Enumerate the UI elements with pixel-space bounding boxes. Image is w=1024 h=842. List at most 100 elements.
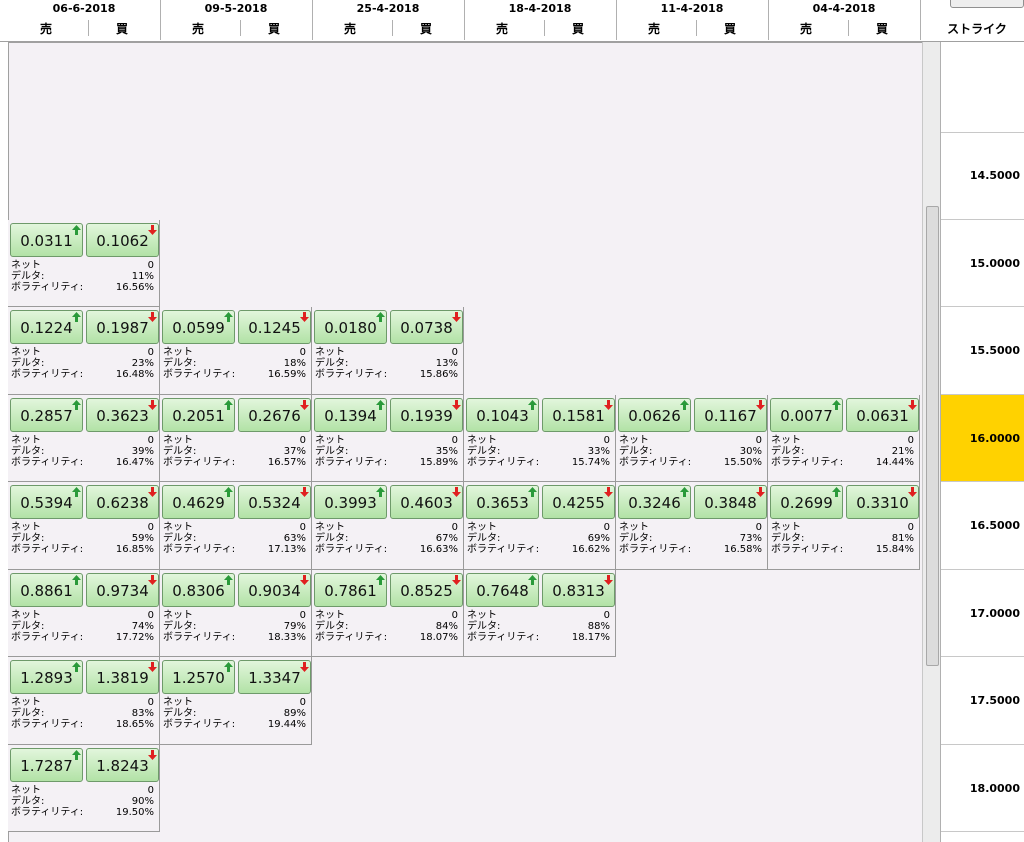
up-arrow — [224, 662, 233, 672]
column-divider — [312, 0, 313, 40]
sell-price: 0.2699 — [780, 494, 833, 512]
buy-price-button[interactable]: 0.1939 — [390, 397, 463, 432]
buy-price-button[interactable]: 1.8243 — [86, 747, 159, 782]
vol-label: ボラティリティ: — [163, 544, 236, 555]
sell-price-button[interactable]: 0.2051 — [162, 397, 235, 432]
delta-value: 39% — [131, 445, 154, 457]
sell-price-button[interactable]: 0.1394 — [314, 397, 387, 432]
sell-header: 売 — [191, 22, 204, 36]
header-divider — [848, 20, 849, 36]
sell-price-button[interactable]: 0.7648 — [466, 572, 539, 607]
sell-price-button[interactable]: 0.2699 — [770, 485, 843, 519]
sell-header: 売 — [39, 22, 52, 36]
sell-price-button[interactable]: 0.8306 — [162, 572, 235, 607]
column-divider — [920, 0, 921, 40]
buy-price: 0.1581 — [552, 406, 605, 425]
buy-price-button[interactable]: 0.1167 — [694, 397, 767, 432]
buy-price-button[interactable]: 1.3347 — [238, 660, 311, 694]
strike-price: 16.0000 — [941, 394, 1024, 482]
down-arrow — [756, 399, 765, 410]
sell-price-button[interactable]: 0.0311 — [10, 222, 83, 257]
buy-price-button[interactable]: 0.1062 — [86, 222, 159, 257]
up-arrow — [376, 312, 385, 322]
up-arrow — [224, 487, 233, 497]
buy-price: 0.9034 — [248, 581, 301, 600]
buy-price-button[interactable]: 0.8525 — [390, 572, 463, 607]
sell-price-button[interactable]: 1.7287 — [10, 747, 83, 782]
vol-value: 16.47% — [115, 456, 154, 468]
sell-price-button[interactable]: 0.0626 — [618, 397, 691, 432]
net-value: 0 — [299, 347, 306, 358]
sell-price-button[interactable]: 0.4629 — [162, 485, 235, 519]
down-arrow — [452, 574, 461, 585]
net-label: ネット — [11, 347, 41, 358]
net-value: 0 — [147, 259, 154, 271]
expiry-date: 18-4-2018 — [508, 2, 572, 15]
delta-value: 81% — [891, 533, 914, 544]
buy-price-button[interactable]: 0.0738 — [390, 310, 463, 344]
scroll-thumb[interactable] — [926, 206, 939, 666]
sell-price-button[interactable]: 1.2893 — [10, 660, 83, 694]
sell-price-button[interactable]: 0.7861 — [314, 572, 387, 607]
buy-price-button[interactable]: 0.3848 — [694, 485, 767, 519]
header-divider — [392, 20, 393, 36]
buy-price-button[interactable]: 0.4603 — [390, 485, 463, 519]
sell-price-button[interactable]: 0.0077 — [770, 397, 843, 432]
net-value: 0 — [755, 434, 762, 446]
buy-price-button[interactable]: 1.3819 — [86, 660, 159, 694]
header-border — [0, 41, 1024, 42]
down-arrow — [604, 574, 613, 585]
sell-price-button[interactable]: 0.0599 — [162, 310, 235, 344]
net-value: 0 — [147, 522, 154, 533]
sell-price-button[interactable]: 0.8861 — [10, 572, 83, 607]
sell-price-button[interactable]: 0.3246 — [618, 485, 691, 519]
buy-price-button[interactable]: 0.3623 — [86, 397, 159, 432]
net-value: 0 — [907, 522, 914, 533]
reset-button[interactable] — [950, 0, 1024, 8]
sell-price: 0.2857 — [20, 406, 73, 425]
buy-price-button[interactable]: 0.1245 — [238, 310, 311, 344]
net-label: ネット — [771, 522, 801, 533]
scrollbar[interactable] — [922, 42, 940, 842]
vol-value: 17.72% — [115, 631, 154, 643]
buy-price-button[interactable]: 0.1987 — [86, 310, 159, 344]
sell-price-button[interactable]: 1.2570 — [162, 660, 235, 694]
buy-price-button[interactable]: 0.1581 — [542, 397, 615, 432]
net-value: 0 — [147, 347, 154, 358]
up-arrow — [72, 312, 81, 322]
buy-price-button[interactable]: 0.4255 — [542, 485, 615, 519]
sell-price: 0.0626 — [628, 406, 681, 425]
buy-price-button[interactable]: 0.8313 — [542, 572, 615, 607]
up-arrow — [224, 312, 233, 322]
down-arrow — [604, 399, 613, 410]
buy-price-button[interactable]: 0.9034 — [238, 572, 311, 607]
strike-price: 16.5000 — [941, 482, 1024, 570]
buy-price-button[interactable]: 0.3310 — [846, 485, 919, 519]
net-label: ネット — [467, 609, 497, 621]
sell-price-button[interactable]: 0.2857 — [10, 397, 83, 432]
sell-price-button[interactable]: 0.1224 — [10, 310, 83, 344]
buy-price-button[interactable]: 0.9734 — [86, 572, 159, 607]
down-arrow — [148, 224, 157, 235]
sell-price-button[interactable]: 0.3993 — [314, 485, 387, 519]
net-value: 0 — [451, 434, 458, 446]
buy-price-button[interactable]: 0.2676 — [238, 397, 311, 432]
vol-label: ボラティリティ: — [315, 544, 388, 555]
net-label: ネット — [11, 259, 41, 271]
strike-price: 17.5000 — [941, 657, 1024, 745]
sell-price-button[interactable]: 0.5394 — [10, 485, 83, 519]
delta-label: デルタ: — [315, 445, 349, 457]
buy-price-button[interactable]: 0.6238 — [86, 485, 159, 519]
buy-price-button[interactable]: 0.5324 — [238, 485, 311, 519]
delta-label: デルタ: — [315, 620, 349, 632]
sell-price: 0.3246 — [628, 494, 681, 512]
buy-price-button[interactable]: 0.0631 — [846, 397, 919, 432]
up-arrow — [376, 574, 385, 585]
sell-price-button[interactable]: 0.3653 — [466, 485, 539, 519]
delta-label: デルタ: — [11, 620, 45, 632]
sell-price-button[interactable]: 0.1043 — [466, 397, 539, 432]
delta-value: 69% — [587, 533, 610, 544]
sell-price-button[interactable]: 0.0180 — [314, 310, 387, 344]
delta-label: デルタ: — [619, 445, 653, 457]
vol-label: ボラティリティ: — [163, 369, 236, 380]
